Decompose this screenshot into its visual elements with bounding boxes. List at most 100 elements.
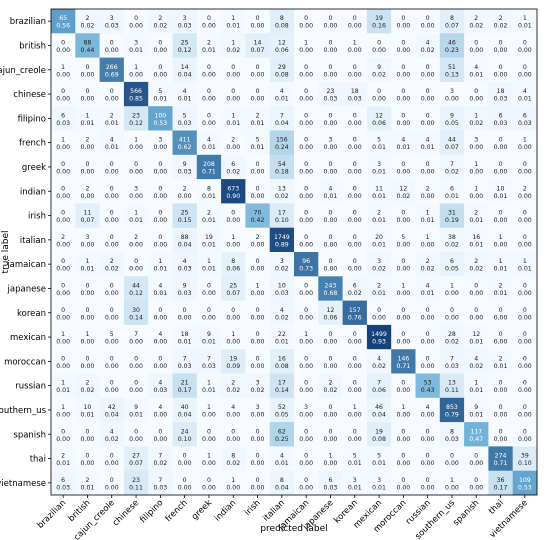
- cell-fraction: 0.00: [372, 314, 386, 321]
- cell-count: 0: [256, 161, 260, 168]
- cell-count: 0: [231, 210, 235, 217]
- cell-count: 1: [353, 404, 357, 411]
- cell-count: 1: [426, 210, 430, 217]
- cell-fraction: 0.03: [445, 436, 459, 443]
- cell-count: 3: [256, 404, 260, 411]
- cell-count: 4: [474, 64, 478, 71]
- matrix-cell-southern_us-french: [172, 397, 198, 423]
- matrix-cell-southern_us-irish: [245, 397, 271, 423]
- cell-fraction: 0.00: [56, 193, 70, 200]
- cell-fraction: 0.00: [469, 96, 483, 103]
- cell-fraction: 0.01: [469, 387, 483, 394]
- cell-fraction: 0.00: [445, 460, 459, 467]
- cell-fraction: 0.02: [251, 387, 265, 394]
- cell-count: 6: [353, 282, 357, 289]
- cell-count: 44: [132, 282, 140, 289]
- cell-fraction: 0.01: [81, 411, 95, 418]
- cell-fraction: 0.04: [275, 484, 289, 491]
- cell-fraction: 0.00: [421, 241, 435, 248]
- cell-fraction: 0.03: [494, 120, 508, 127]
- matrix-cell-indian-french: [172, 179, 198, 204]
- matrix-cell-french-indian: [221, 130, 246, 156]
- cell-fraction: 0.01: [202, 47, 216, 54]
- matrix-cell-mexican-jamaican: [294, 324, 319, 350]
- matrix-cell-italian-french: [172, 227, 198, 253]
- cell-count: 1: [256, 282, 260, 289]
- matrix-cell-mexican-french: [172, 324, 198, 350]
- cell-fraction: 0.00: [421, 363, 435, 370]
- cell-count: 0: [158, 355, 162, 362]
- matrix-cell-thai-irish: [245, 446, 271, 472]
- cell-count: 0: [401, 477, 405, 484]
- matrix-cell-russian-russian: [415, 373, 441, 399]
- cell-count: 0: [256, 185, 260, 192]
- cell-count: 0: [401, 380, 405, 387]
- cell-count: 0: [304, 355, 308, 362]
- matrix-cell-thai-korean: [342, 446, 368, 472]
- y-tick-label-italian: italian: [20, 236, 46, 246]
- cell-fraction: 0.01: [372, 168, 386, 175]
- matrix-cell-brazilian-british: [75, 9, 100, 34]
- cell-fraction: 0.00: [251, 436, 265, 443]
- cell-fraction: 0.00: [105, 460, 119, 467]
- cell-count: 0: [61, 428, 65, 435]
- cell-fraction: 0.01: [202, 144, 216, 151]
- cell-fraction: 0.05: [445, 266, 459, 273]
- cell-count: 0: [401, 39, 405, 46]
- cell-fraction: 0.01: [518, 96, 532, 103]
- y-tick-label-spanish: spanish: [13, 430, 46, 440]
- cell-count: 1: [523, 137, 527, 144]
- matrix-cell-vietnamese-southern_us: [439, 470, 465, 496]
- cell-count: 9: [377, 64, 381, 71]
- cell-count: 0: [328, 15, 332, 22]
- cell-fraction: 0.00: [518, 168, 532, 175]
- matrix-cell-southern_us-italian: [269, 397, 295, 423]
- matrix-cell-italian-british: [75, 227, 100, 253]
- matrix-cell-japanese-irish: [245, 276, 271, 301]
- matrix-cell-jamaican-southern_us: [439, 252, 465, 277]
- matrix-cell-filipino-irish: [245, 106, 271, 131]
- x-tick-label-chinese: chinese: [111, 498, 141, 528]
- cell-fraction: 0.01: [105, 120, 119, 127]
- matrix-cell-brazilian-southern_us: [439, 9, 465, 34]
- matrix-cell-korean-cajun_creole: [99, 300, 125, 326]
- cell-fraction: 0.00: [518, 290, 532, 297]
- cell-count: 0: [474, 88, 478, 95]
- cell-count: 0: [450, 307, 454, 314]
- cell-fraction: 0.01: [469, 71, 483, 78]
- matrix-cell-filipino-spanish: [464, 106, 489, 131]
- y-tick-label-moroccan: moroccan: [4, 357, 46, 367]
- cell-count: 2: [61, 453, 65, 460]
- x-tick-label-thai: thai: [487, 498, 506, 517]
- matrix-cell-chinese-filipino: [148, 81, 173, 107]
- cell-count: 62: [278, 428, 286, 435]
- cell-fraction: 0.00: [129, 168, 143, 175]
- cell-fraction: 0.04: [178, 241, 192, 248]
- cell-fraction: 0.01: [469, 217, 483, 224]
- cell-fraction: 0.03: [202, 363, 216, 370]
- cell-fraction: 0.68: [324, 290, 338, 297]
- cell-count: 11: [375, 185, 383, 192]
- cell-fraction: 0.00: [518, 436, 532, 443]
- matrix-cell-greek-cajun_creole: [99, 154, 125, 180]
- matrix-cell-french-jamaican: [294, 130, 319, 156]
- cell-count: 1: [353, 39, 357, 46]
- cell-count: 6: [450, 185, 454, 192]
- cell-fraction: 0.00: [324, 217, 338, 224]
- cell-count: 0: [353, 185, 357, 192]
- cell-count: 2: [499, 355, 503, 362]
- matrix-cell-mexican-brazilian: [51, 324, 76, 350]
- cell-fraction: 0.00: [494, 387, 508, 394]
- cell-fraction: 0.03: [494, 96, 508, 103]
- matrix-cell-greek-indian: [221, 154, 246, 180]
- matrix-cell-japanese-thai: [488, 276, 514, 301]
- cell-fraction: 0.00: [299, 290, 313, 297]
- matrix-cell-southern_us-korean: [342, 397, 368, 423]
- cell-count: 9: [134, 404, 138, 411]
- cell-count: 0: [304, 428, 308, 435]
- cell-count: 0: [304, 453, 308, 460]
- cell-fraction: 0.00: [81, 290, 95, 297]
- cell-count: 0: [523, 307, 527, 314]
- cell-count: 1: [304, 39, 308, 46]
- matrix-cell-vietnamese-vietnamese: [512, 470, 538, 496]
